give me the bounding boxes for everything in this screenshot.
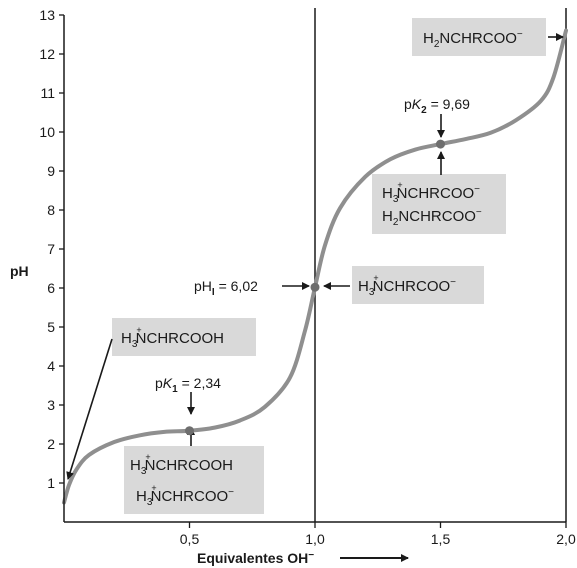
marked-point-0 — [185, 426, 194, 436]
species-formula-cation_zwitterion-1: H3+NCHRCOO− — [136, 483, 234, 508]
species-formula-cation_zwitterion-0: H3+NCHRCOOH — [130, 452, 233, 477]
y-tick-label-11: 11 — [40, 85, 55, 101]
annotation-pk2: pK2 = 9,69 — [404, 96, 470, 116]
marked-point-1 — [310, 282, 320, 292]
species-box-bg — [112, 318, 256, 356]
species-boxes: H2NCHRCOO−H3+NCHRCOO−H2NCHRCOO−H3+NCHRCO… — [112, 18, 546, 514]
y-tick-label-3: 3 — [47, 397, 55, 413]
y-tick-label-13: 13 — [39, 7, 55, 23]
curve-layer — [62, 28, 568, 505]
x-axis-title-text: Equivalentes OH — [197, 550, 308, 566]
y-tick-label-2: 2 — [47, 436, 55, 452]
y-axis-title: pH — [10, 263, 29, 279]
equivalence-lines — [314, 8, 567, 522]
y-tick-label-1: 1 — [47, 475, 55, 491]
y-tick-label-9: 9 — [47, 163, 55, 179]
arrow-cation — [66, 338, 113, 480]
species-box-cation_zwitterion: H3+NCHRCOOH H3+NCHRCOO− — [124, 446, 264, 514]
species-formula-zwitterion-0: H3+NCHRCOO− — [358, 273, 456, 298]
annotation-pk1: pK1 = 2,34 — [155, 375, 221, 395]
species-formula-anion-0: H2NCHRCOO− — [423, 29, 523, 50]
species-box-cation: H3+NCHRCOOH — [112, 318, 256, 356]
y-tick-label-7: 7 — [47, 241, 55, 257]
species-box-zwitterion: H3+NCHRCOO− — [352, 266, 484, 304]
x-tick-label-3: 2,0 — [556, 531, 576, 547]
y-tick-label-4: 4 — [47, 358, 55, 374]
x-tick-label-0: 0,5 — [180, 531, 200, 547]
titration-curve — [62, 28, 568, 505]
marked-point-2 — [436, 139, 445, 149]
x-tick-label-1: 1,0 — [305, 531, 325, 547]
annotation-labels: pK1 = 2,34 pHI = 6,02 pK2 = 9,69 — [155, 96, 470, 395]
y-tick-label-12: 12 — [39, 46, 55, 62]
species-box-bg — [124, 446, 264, 514]
marked-points — [185, 139, 445, 436]
annotation-arrows — [66, 33, 564, 480]
species-box-bg — [412, 18, 546, 56]
species-formula-zwitterion_anion-1: H2NCHRCOO− — [382, 207, 482, 228]
y-tick-label-10: 10 — [39, 124, 55, 140]
species-box-bg — [372, 174, 506, 234]
x-axis-title: Equivalentes OH− — [197, 550, 314, 566]
species-formula-cation-0: H3+NCHRCOOH — [121, 325, 224, 350]
y-tick-label-6: 6 — [47, 280, 55, 296]
y-tick-label-5: 5 — [47, 319, 55, 335]
species-box-bg — [352, 266, 484, 304]
y-tick-label-8: 8 — [47, 202, 55, 218]
species-box-anion: H2NCHRCOO− — [412, 18, 546, 56]
x-axis-title-sup: − — [308, 550, 314, 561]
species-box-zwitterion_anion: H3+NCHRCOO−H2NCHRCOO− — [372, 174, 506, 234]
annotation-pi: pHI = 6,02 — [194, 278, 258, 298]
x-tick-label-2: 1,5 — [431, 531, 451, 547]
species-formula-zwitterion_anion-0: H3+NCHRCOO− — [382, 180, 480, 205]
